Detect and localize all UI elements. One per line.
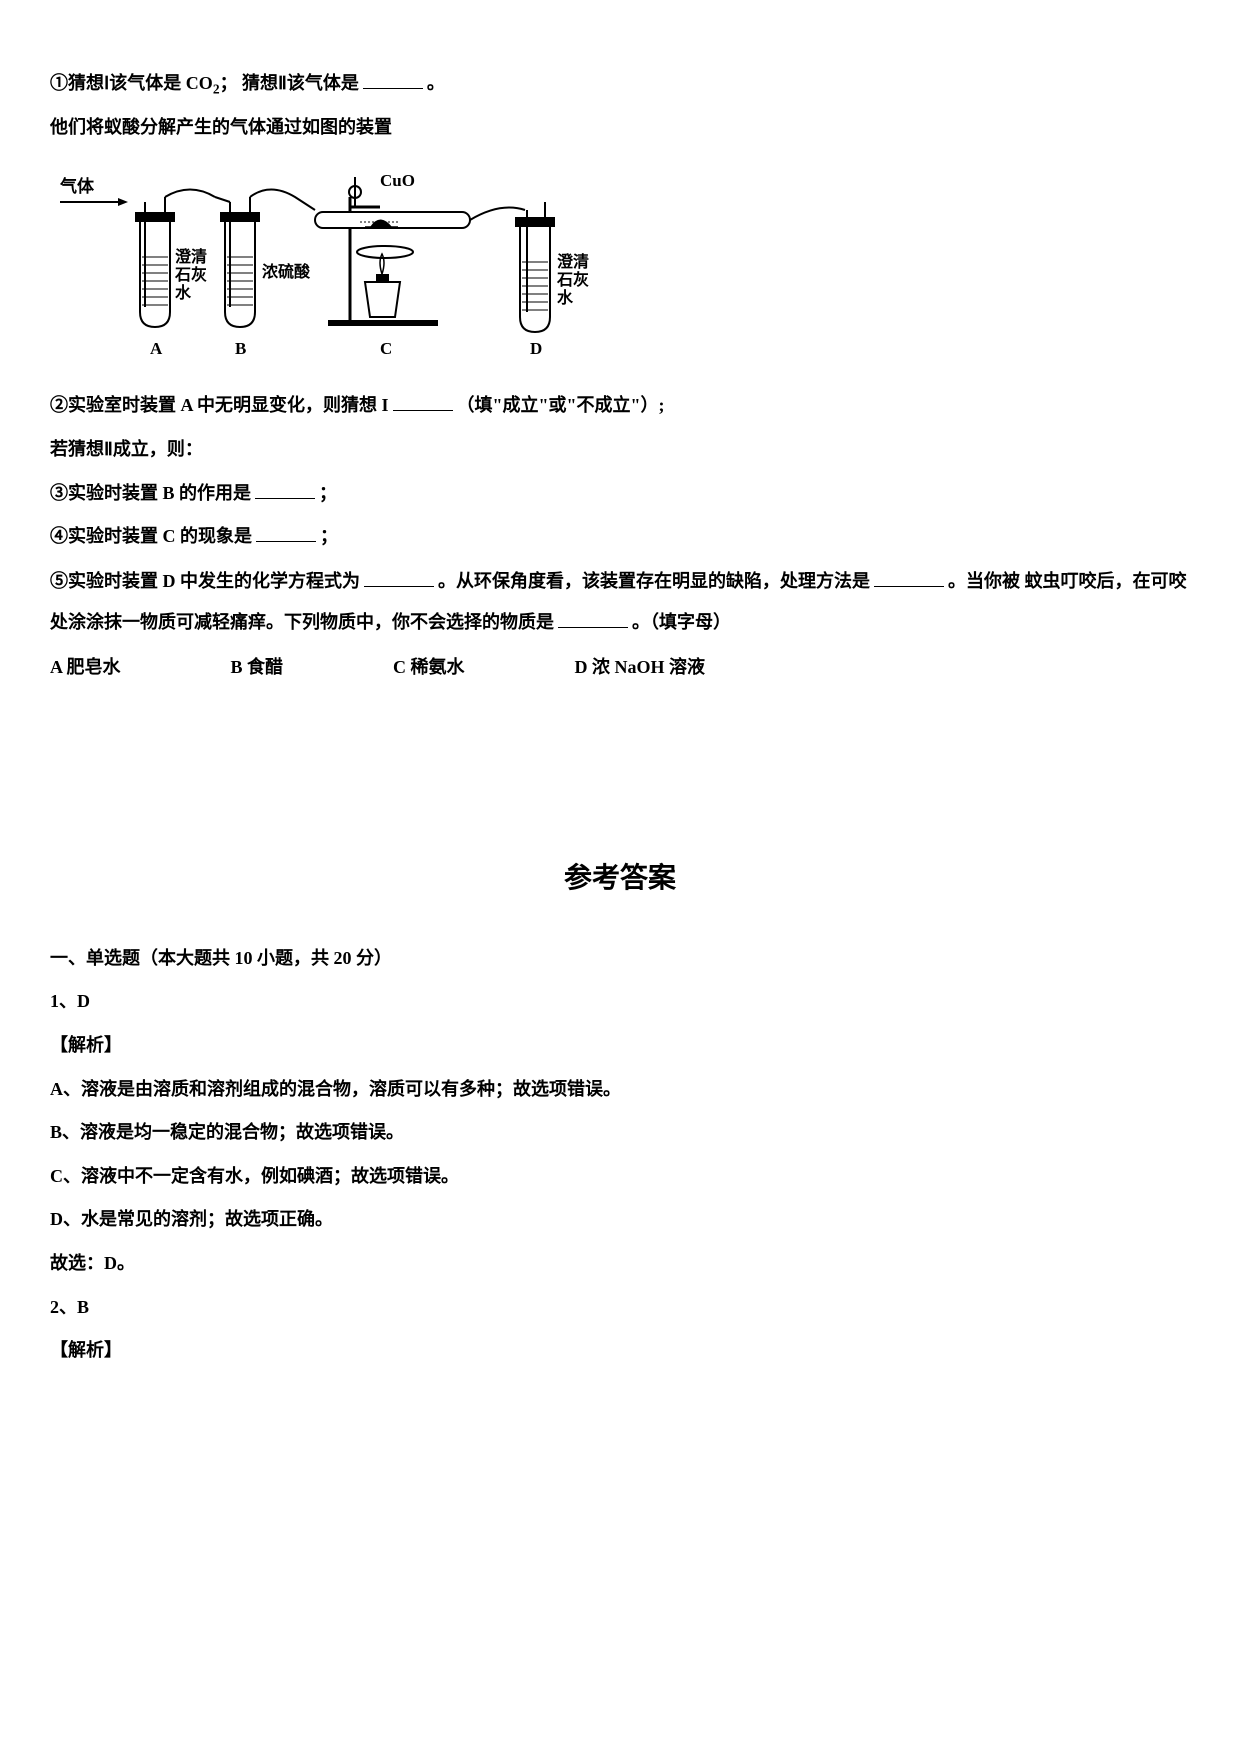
q3-blank [255, 479, 315, 499]
svg-text:D: D [530, 339, 542, 358]
q5-blank1 [364, 567, 434, 587]
svg-text:石灰: 石灰 [556, 270, 589, 289]
svg-text:C: C [380, 339, 392, 358]
q5-blank3 [558, 608, 628, 628]
q3-suffix: ； [319, 483, 337, 503]
q5-blank2 [874, 567, 944, 587]
a1-d: D、水是常见的溶剂；故选项正确。 [50, 1200, 1190, 1240]
q5-p1: ⑤实验时装置 D 中发生的化学方程式为 [50, 571, 360, 591]
apparatus-c: CuO [315, 171, 525, 326]
q4-blank [256, 522, 316, 542]
q1-line: ①猜想Ⅰ该气体是 CO2； 猜想Ⅱ该气体是 。 [50, 64, 1190, 104]
q4-suffix: ； [320, 526, 338, 546]
option-c: C 稀氨水 [393, 648, 465, 688]
gas-in-label: 气体 [59, 176, 95, 196]
option-row: A 肥皂水 B 食醋 C 稀氨水 D 浓 NaOH 溶液 [50, 648, 1190, 688]
q5-p5: 。（填字母） [632, 612, 731, 632]
svg-text:CuO: CuO [380, 171, 415, 190]
q2-prefix: ②实验室时装置 A 中无明显变化，则猜想 I [50, 395, 389, 415]
answers-section: 一、单选题（本大题共 10 小题，共 20 分） [50, 939, 1190, 979]
svg-text:水: 水 [175, 283, 192, 302]
apparatus-diagram: 气体 澄清 石灰 水 A [50, 162, 1190, 377]
a1-a: A、溶液是由溶质和溶剂组成的混合物，溶质可以有多种；故选项错误。 [50, 1070, 1190, 1110]
a1-jx: 【解析】 [50, 1026, 1190, 1066]
tube-b [215, 189, 315, 327]
q1-blank [363, 69, 423, 89]
a1-b: B、溶液是均一稳定的混合物；故选项错误。 [50, 1113, 1190, 1153]
q2b: 若猜想Ⅱ成立，则： [50, 430, 1190, 470]
a2-num: 2、B [50, 1288, 1190, 1328]
q1-suffix: 。 [427, 73, 445, 93]
q2-blank [393, 392, 453, 412]
q5-p3: 。当你被 [948, 571, 1020, 591]
q2-line: ②实验室时装置 A 中无明显变化，则猜想 I （填"成立"或"不成立"）; [50, 386, 1190, 426]
a1-num: 1、D [50, 982, 1190, 1022]
option-a: A 肥皂水 [50, 648, 121, 688]
q4-prefix: ④实验时装置 C 的现象是 [50, 526, 252, 546]
svg-text:B: B [235, 339, 246, 358]
q2-mid: （填"成立"或"不成立"）; [457, 395, 665, 415]
q1b: 他们将蚁酸分解产生的气体通过如图的装置 [50, 108, 1190, 148]
svg-text:水: 水 [557, 288, 574, 307]
svg-text:澄清: 澄清 [557, 252, 589, 271]
q1-prefix: ①猜想Ⅰ该气体是 CO [50, 73, 213, 93]
option-d: D 浓 NaOH 溶液 [575, 648, 706, 688]
answers-title: 参考答案 [50, 847, 1190, 909]
svg-text:A: A [150, 339, 163, 358]
q5-p2: 。从环保角度看，该装置存在明显的缺陷，处理方法是 [438, 571, 870, 591]
q3-line: ③实验时装置 B 的作用是 ； [50, 474, 1190, 514]
a1-c: C、溶液中不一定含有水，例如碘酒；故选项错误。 [50, 1157, 1190, 1197]
svg-text:浓硫酸: 浓硫酸 [262, 262, 311, 281]
tube-d [515, 202, 555, 332]
svg-text:石灰: 石灰 [174, 265, 207, 284]
q1-sub: 2 [213, 82, 220, 97]
svg-text:澄清: 澄清 [175, 247, 207, 266]
q1-mid: ； 猜想Ⅱ该气体是 [220, 73, 359, 93]
option-b: B 食醋 [231, 648, 284, 688]
a1-e: 故选：D。 [50, 1244, 1190, 1284]
q3-prefix: ③实验时装置 B 的作用是 [50, 483, 251, 503]
q5-line: ⑤实验时装置 D 中发生的化学方程式为 。从环保角度看，该装置存在明显的缺陷，处理… [50, 561, 1190, 644]
a2-jx: 【解析】 [50, 1331, 1190, 1371]
q4-line: ④实验时装置 C 的现象是 ； [50, 517, 1190, 557]
